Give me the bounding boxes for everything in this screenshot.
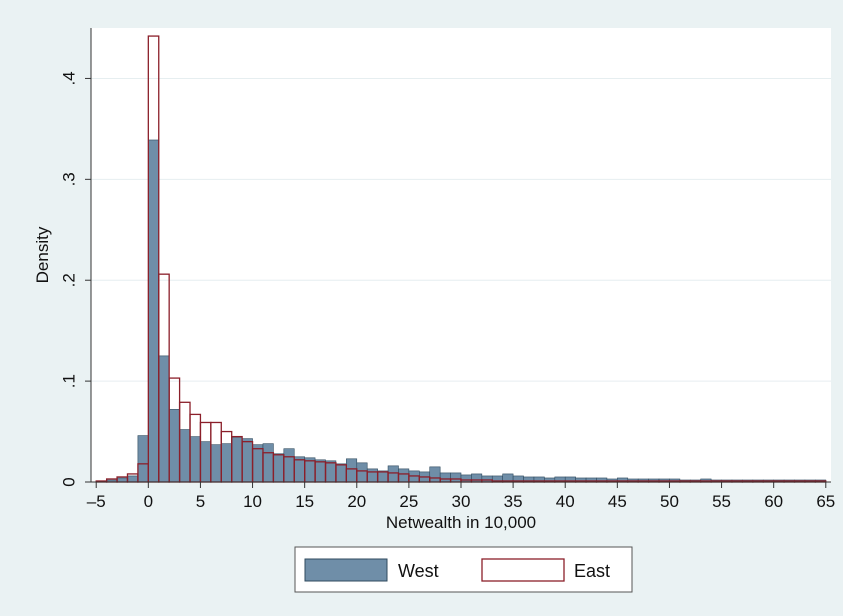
west-bar-35 (460, 474, 472, 483)
legend-west-label: West (398, 561, 439, 581)
west-bar-36 (471, 473, 483, 483)
x-axis-title: Netwealth in 10,000 (386, 513, 536, 532)
west-bar-25 (356, 462, 368, 483)
west-bar-7 (168, 409, 180, 483)
x-tick-label-10: 45 (608, 492, 627, 511)
x-tick-label-14: 65 (816, 492, 835, 511)
west-bar-21 (314, 459, 326, 483)
y-tick-label-3: .3 (59, 172, 78, 186)
west-bar-17 (273, 453, 285, 483)
x-tick-label-11: 50 (660, 492, 679, 511)
y-ticks: 0 .1 .2 .3 .4 (59, 71, 91, 487)
west-bar-23 (335, 463, 347, 483)
west-bar-26 (366, 468, 378, 483)
x-tick-label-3: 10 (243, 492, 262, 511)
west-bar-19 (293, 456, 305, 483)
west-bar-15 (252, 444, 264, 483)
west-bar-10 (200, 441, 212, 483)
legend-west-swatch (304, 558, 388, 582)
y-tick-label-0: 0 (59, 477, 78, 486)
x-tick-label-8: 35 (504, 492, 523, 511)
west-bar-24 (346, 458, 358, 483)
x-tick-label-4: 15 (295, 492, 314, 511)
x-ticks: –5 0 5 10 15 20 25 30 35 40 45 50 55 60 65 (87, 482, 835, 511)
west-bar-37 (481, 475, 493, 483)
x-tick-label-5: 20 (347, 492, 366, 511)
west-bar-14 (241, 438, 253, 483)
west-bar-28 (387, 465, 399, 483)
x-tick-label-0: –5 (87, 492, 106, 511)
x-tick-label-9: 40 (556, 492, 575, 511)
y-axis-title: Density (33, 226, 52, 283)
y-tick-label-2: .2 (59, 273, 78, 287)
west-bar-9 (189, 436, 201, 483)
x-tick-label-13: 60 (764, 492, 783, 511)
legend: West East (294, 546, 633, 593)
west-bar-33 (439, 472, 451, 483)
west-bar-6 (158, 355, 170, 483)
west-bar-12 (220, 443, 233, 483)
west-bar-13 (231, 437, 243, 483)
west-bar-11 (210, 444, 222, 483)
west-bar-3 (127, 475, 139, 483)
x-tick-label-12: 55 (712, 492, 731, 511)
x-tick-label-6: 25 (399, 492, 418, 511)
west-bar-27 (377, 470, 389, 483)
y-tick-label-1: .1 (59, 374, 78, 388)
west-bar-29 (398, 468, 410, 483)
west-bar-32 (429, 466, 441, 483)
y-tick-label-4: .4 (59, 71, 78, 85)
west-bar-22 (325, 460, 337, 483)
grid-lines (91, 77, 831, 382)
legend-east-label: East (574, 561, 610, 581)
west-bar-5 (148, 139, 160, 483)
x-tick-label-2: 5 (196, 492, 205, 511)
west-bar-18 (283, 448, 295, 483)
west-bar-34 (450, 472, 462, 483)
x-tick-label-7: 30 (452, 492, 471, 511)
west-bar-16 (262, 443, 274, 483)
x-tick-label-1: 0 (144, 492, 153, 511)
plot-background (91, 28, 831, 482)
legend-east-swatch (481, 558, 565, 582)
west-bar-8 (179, 429, 191, 483)
west-bar-4 (137, 435, 149, 483)
